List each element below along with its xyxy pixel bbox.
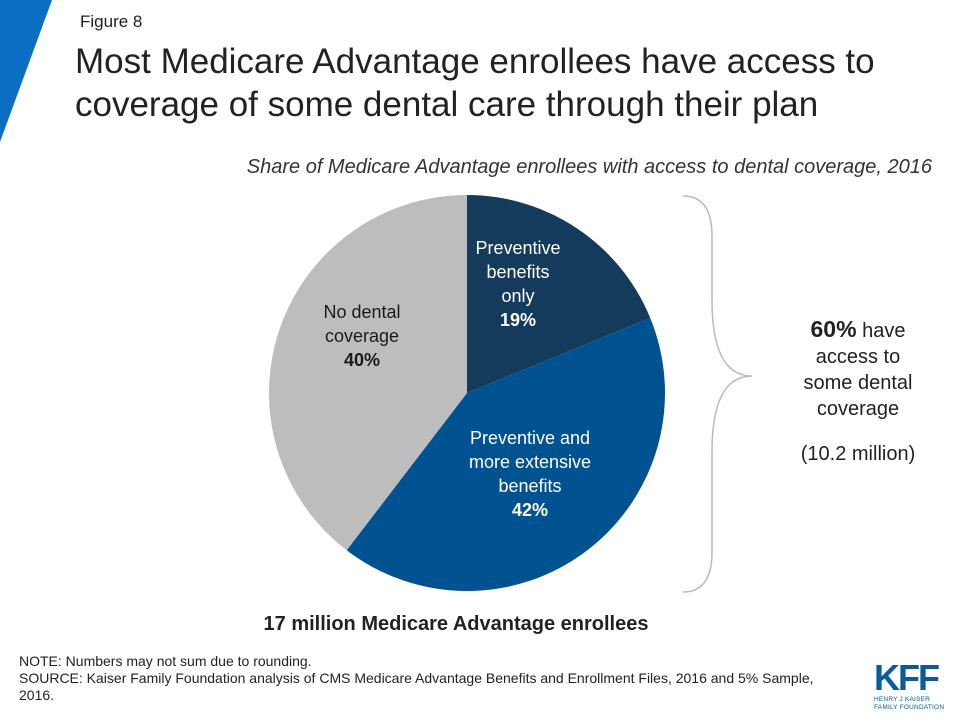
slice-2-line-2: coverage — [324, 326, 400, 346]
annotation-access: 60% have access to some dental coverage — [760, 316, 956, 422]
slice-1-line-1: Preventive and — [469, 428, 591, 448]
source-text: SOURCE: Kaiser Family Foundation analysi… — [19, 670, 814, 703]
slice-0-line-3: only — [501, 286, 535, 306]
annotation-millions: (10.2 million) — [800, 443, 916, 465]
figure-label: Figure 8 — [80, 12, 143, 31]
slice-1-line-3: benefits — [498, 476, 562, 496]
annotation-line-4: coverage — [816, 398, 900, 420]
total-enrollees-label: 17 million Medicare Advantage enrollees — [263, 613, 649, 635]
slice-label-no-coverage: No dental coverage 40% — [292, 300, 432, 372]
page-title: Most Medicare Advantage enrollees have a… — [75, 42, 875, 124]
pie-slice-preventive-extensive — [346, 317, 666, 591]
logo-wordmark: KFF — [874, 657, 940, 698]
slice-2-line-1: No dental — [323, 302, 401, 322]
slice-1-value: 42% — [511, 500, 549, 520]
note-text: NOTE: Numbers may not sum due to roundin… — [19, 653, 312, 669]
slice-0-line-1: Preventive — [475, 238, 561, 258]
slice-0-value: 19% — [499, 310, 537, 330]
slice-0-line-2: benefits — [486, 262, 550, 282]
slice-2-value: 40% — [343, 350, 381, 370]
slice-label-preventive-only: Preventive benefits only 19% — [458, 236, 578, 332]
chart-subtitle: Share of Medicare Advantage enrollees wi… — [246, 156, 932, 178]
annotation-line-3: some dental — [803, 372, 913, 394]
slice-1-line-2: more extensive — [468, 452, 592, 472]
annotation-line-1: have — [862, 320, 906, 342]
annotation-percent: 60% — [810, 316, 857, 342]
brace — [682, 195, 753, 593]
corner-accent — [0, 0, 52, 142]
slice-label-preventive-extensive: Preventive and more extensive benefits 4… — [430, 426, 630, 522]
pie-slice-preventive-only — [467, 195, 651, 393]
annotation-line-2: access to — [815, 346, 901, 368]
kff-logo: KFF HENRY J KAISER FAMILY FOUNDATION — [874, 660, 946, 712]
logo-line-2: FAMILY FOUNDATION — [874, 704, 945, 711]
logo-line-1: HENRY J KAISER — [874, 696, 931, 703]
corner-triangle — [0, 0, 52, 142]
pie-slice-no-coverage — [268, 195, 467, 551]
notes: NOTE: Numbers may not sum due to roundin… — [19, 653, 849, 704]
